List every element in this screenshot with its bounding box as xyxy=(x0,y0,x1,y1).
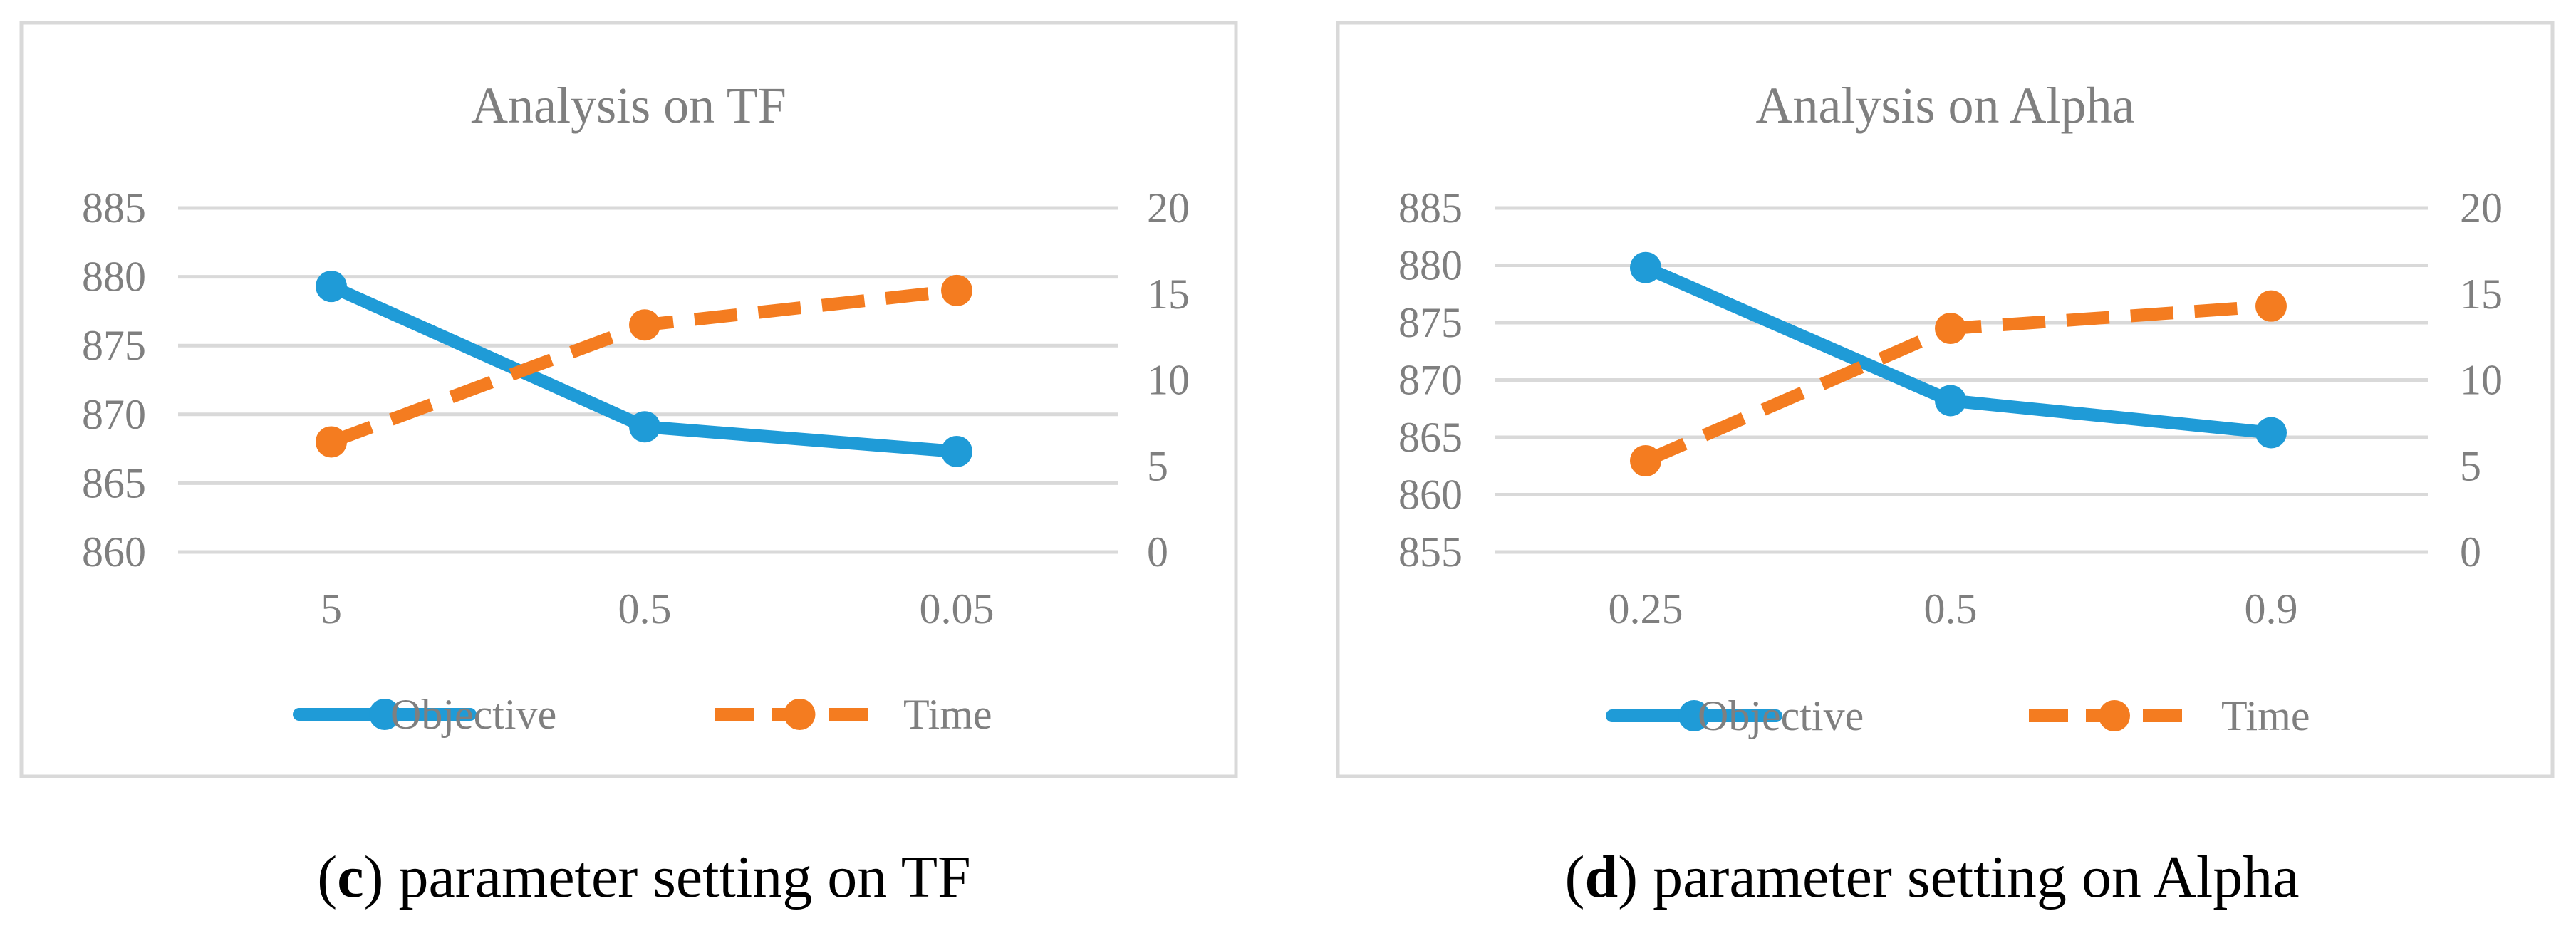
y-left-tick-label: 865 xyxy=(1398,414,1463,461)
legend-marker-time xyxy=(784,699,816,730)
y-right-tick-label: 10 xyxy=(1147,357,1190,404)
y-right-tick-label: 10 xyxy=(2460,357,2503,404)
y-left-tick-label: 855 xyxy=(1398,528,1463,575)
legend-label-objective: Objective xyxy=(390,691,556,738)
x-tick-label: 5 xyxy=(321,585,342,632)
data-point-time xyxy=(629,309,660,341)
chart-frame xyxy=(19,21,1238,778)
data-point-time xyxy=(316,426,347,458)
y-left-tick-label: 860 xyxy=(82,528,146,575)
data-point-objective xyxy=(941,435,972,467)
data-point-time xyxy=(1630,445,1661,477)
y-right-tick-label: 15 xyxy=(2460,271,2503,318)
data-point-objective xyxy=(1630,251,1661,283)
y-left-tick-label: 875 xyxy=(82,322,146,369)
y-right-tick-label: 20 xyxy=(2460,184,2503,231)
x-tick-label: 0.5 xyxy=(618,585,672,632)
chart-alpha: Analysis on Alpha 885 880 875 870 865 860 855 20… xyxy=(1336,21,2555,778)
y-left-tick-label: 860 xyxy=(1398,471,1463,518)
chart-title: Analysis on Alpha xyxy=(1756,77,2135,134)
y-right-tick-label: 15 xyxy=(1147,271,1190,318)
y-left-tick-label: 880 xyxy=(1398,242,1463,289)
y-left-tick-label: 865 xyxy=(82,459,146,506)
chart-title: Analysis on TF xyxy=(471,77,786,134)
data-point-objective xyxy=(316,271,347,303)
y-left-tick-label: 880 xyxy=(82,254,146,301)
data-point-objective xyxy=(1935,385,1966,417)
x-tick-label: 0.25 xyxy=(1609,585,1683,632)
y-right-tick-label: 5 xyxy=(2460,442,2481,489)
chart-panel-alpha: Analysis on Alpha 885 880 875 870 865 860 855 20… xyxy=(1288,0,2576,938)
caption-alpha: (d) parameter setting on Alpha xyxy=(1564,844,2300,910)
y-left-tick-label: 870 xyxy=(1398,357,1463,404)
caption-tf: (c) parameter setting on TF xyxy=(317,844,971,910)
legend-marker-time xyxy=(2099,700,2130,731)
y-right-tick-label: 5 xyxy=(1147,442,1168,489)
legend-marker-objective xyxy=(1678,700,1710,731)
data-point-objective xyxy=(2255,417,2287,449)
y-left-tick-label: 875 xyxy=(1398,299,1463,346)
legend-label-time: Time xyxy=(903,691,992,738)
y-left-tick-label: 870 xyxy=(82,391,146,438)
data-point-time xyxy=(1935,313,1966,345)
x-tick-label: 0.5 xyxy=(1924,585,1978,632)
y-right-tick-label: 0 xyxy=(1147,528,1168,575)
chart-panel-tf: Analysis on TF 885 880 875 870 865 860 20 15 10 5 0… xyxy=(19,21,1238,910)
data-point-objective xyxy=(629,411,660,443)
y-right-tick-label: 20 xyxy=(1147,184,1190,231)
x-tick-label: 0.9 xyxy=(2245,585,2298,632)
y-left-tick-label: 885 xyxy=(82,184,146,231)
caption-text: ) parameter setting on TF xyxy=(363,844,971,910)
legend-marker-objective xyxy=(369,699,400,730)
chart-tf: Analysis on TF 885 880 875 870 865 860 20 15 10 5 0… xyxy=(19,21,1238,778)
y-left-tick-label: 885 xyxy=(1398,184,1463,231)
x-tick-label: 0.05 xyxy=(920,585,994,632)
y-right-tick-label: 0 xyxy=(2460,528,2481,575)
data-point-time xyxy=(2255,290,2287,322)
legend-label-objective: Objective xyxy=(1698,692,1864,739)
caption-letter: d xyxy=(1584,844,1619,910)
data-point-time xyxy=(941,274,972,306)
legend-label-time: Time xyxy=(2221,692,2310,739)
caption-text: ) parameter setting on Alpha xyxy=(1618,844,2300,910)
caption-letter: c xyxy=(337,844,364,910)
